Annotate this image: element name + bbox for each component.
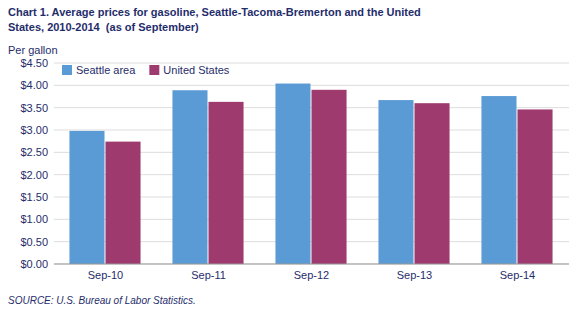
title-line: Chart 1. Average prices for gasoline, Se…: [8, 6, 421, 18]
y-axis-label: Per gallon: [8, 44, 58, 56]
y-tick-label: $2.00: [20, 169, 48, 181]
x-tick-label: Sep-12: [294, 269, 329, 281]
source-note: SOURCE: U.S. Bureau of Labor Statistics.: [8, 295, 196, 306]
bar: [209, 102, 244, 264]
bar: [312, 90, 347, 264]
grid-line: [54, 264, 569, 265]
title-line: States, 2010-2014 (as of September): [8, 21, 199, 33]
y-tick-label: $3.00: [20, 124, 48, 136]
legend-entry: Seattle area: [76, 64, 136, 76]
grid-line: [54, 85, 569, 86]
bar: [69, 131, 104, 264]
y-tick-label: $3.50: [20, 102, 48, 114]
legend: Seattle area United States: [62, 64, 230, 76]
bar: [518, 109, 553, 264]
legend-entry: United States: [163, 64, 230, 76]
x-tick-label: Sep-13: [397, 269, 432, 281]
bar: [275, 84, 310, 264]
y-tick-label: $0.50: [20, 236, 48, 248]
bar: [378, 100, 413, 264]
y-tick-label: $2.50: [20, 146, 48, 158]
chart: Chart 1. Average prices for gasoline, Se…: [0, 0, 579, 312]
y-tick-label: $1.50: [20, 191, 48, 203]
y-tick-label: $4.50: [20, 57, 48, 69]
title: Chart 1. Average prices for gasoline, Se…: [8, 6, 421, 33]
bars: [69, 84, 552, 264]
x-tick-label: Sep-11: [191, 269, 226, 281]
bar: [415, 103, 450, 264]
bar: [106, 142, 141, 264]
x-axis-line: [54, 264, 569, 265]
bar: [172, 90, 207, 264]
bar: [481, 96, 516, 264]
y-tick-label: $0.00: [20, 258, 48, 270]
legend-swatch: [62, 65, 72, 75]
y-tick-label: $4.00: [20, 79, 48, 91]
x-tick-label: Sep-14: [500, 269, 535, 281]
x-tick-label: Sep-10: [88, 269, 123, 281]
y-tick-label: $1.00: [20, 213, 48, 225]
legend-swatch: [149, 65, 159, 75]
